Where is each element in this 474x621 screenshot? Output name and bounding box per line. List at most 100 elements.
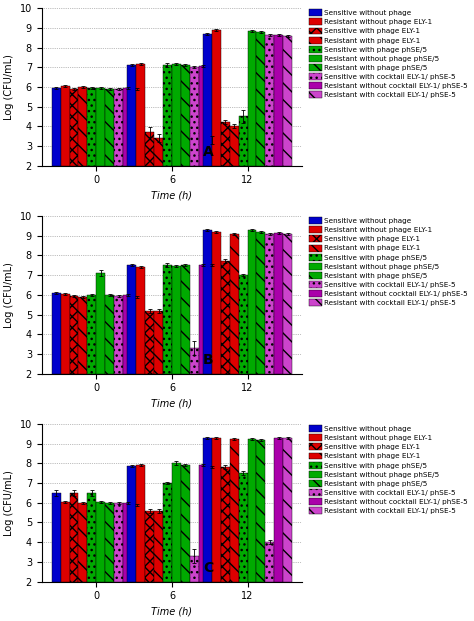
Bar: [199, 66, 208, 166]
Bar: [274, 233, 283, 374]
Bar: [52, 493, 61, 581]
Bar: [283, 234, 292, 374]
Bar: [154, 138, 163, 166]
Y-axis label: Log (CFU/mL): Log (CFU/mL): [4, 470, 14, 536]
Bar: [132, 297, 141, 374]
Bar: [181, 265, 190, 374]
Bar: [208, 468, 217, 581]
Bar: [105, 89, 114, 166]
Bar: [221, 122, 229, 166]
Bar: [70, 493, 79, 581]
Bar: [181, 465, 190, 581]
Bar: [190, 348, 199, 374]
Bar: [96, 88, 105, 166]
Bar: [87, 493, 96, 581]
Bar: [52, 88, 61, 166]
Bar: [79, 87, 87, 166]
Bar: [181, 65, 190, 166]
Bar: [87, 88, 96, 166]
Bar: [221, 261, 229, 374]
Bar: [265, 234, 274, 374]
X-axis label: Time (h): Time (h): [151, 191, 192, 201]
Bar: [199, 265, 208, 374]
Y-axis label: Log (CFU/mL): Log (CFU/mL): [4, 54, 14, 120]
Bar: [172, 463, 181, 581]
Bar: [274, 35, 283, 166]
Bar: [145, 510, 154, 581]
Bar: [190, 67, 199, 166]
Legend: Sensitive without phage, Resistant without phage ELY-1, Sensitive with phage ELY: Sensitive without phage, Resistant witho…: [309, 9, 469, 99]
Bar: [136, 267, 145, 374]
Bar: [114, 89, 123, 166]
Bar: [154, 510, 163, 581]
Bar: [229, 439, 238, 581]
Bar: [229, 234, 238, 374]
Bar: [283, 438, 292, 581]
Bar: [61, 502, 70, 581]
Legend: Sensitive without phage, Resistant without phage ELY-1, Sensitive with phage ELY: Sensitive without phage, Resistant witho…: [309, 425, 469, 515]
Text: A: A: [203, 145, 214, 160]
Bar: [283, 36, 292, 166]
Bar: [114, 503, 123, 581]
Bar: [136, 465, 145, 581]
Bar: [132, 89, 141, 166]
Bar: [123, 295, 132, 374]
Bar: [136, 65, 145, 166]
Bar: [163, 265, 172, 374]
Bar: [127, 265, 136, 374]
Bar: [172, 266, 181, 374]
Bar: [154, 310, 163, 374]
Bar: [229, 126, 238, 166]
Bar: [199, 465, 208, 581]
Bar: [123, 503, 132, 581]
Bar: [127, 65, 136, 166]
Bar: [96, 502, 105, 581]
Bar: [256, 440, 265, 581]
Bar: [105, 295, 114, 374]
Text: B: B: [203, 353, 214, 368]
Bar: [238, 117, 247, 166]
Bar: [265, 542, 274, 581]
Bar: [221, 468, 229, 581]
Bar: [87, 295, 96, 374]
Bar: [208, 265, 217, 374]
Bar: [247, 31, 256, 166]
Bar: [127, 466, 136, 581]
Bar: [212, 30, 221, 166]
Bar: [238, 275, 247, 374]
Bar: [105, 503, 114, 581]
Bar: [203, 34, 212, 166]
Bar: [145, 132, 154, 166]
Bar: [256, 32, 265, 166]
X-axis label: Time (h): Time (h): [151, 607, 192, 617]
Bar: [145, 310, 154, 374]
Bar: [265, 35, 274, 166]
X-axis label: Time (h): Time (h): [151, 399, 192, 409]
Bar: [132, 505, 141, 581]
Bar: [114, 296, 123, 374]
Bar: [123, 88, 132, 166]
Bar: [96, 273, 105, 374]
Bar: [203, 438, 212, 581]
Bar: [247, 439, 256, 581]
Bar: [203, 230, 212, 374]
Bar: [247, 230, 256, 374]
Bar: [190, 556, 199, 581]
Legend: Sensitive without phage, Resistant without phage ELY-1, Sensitive with phage ELY: Sensitive without phage, Resistant witho…: [309, 217, 469, 307]
Bar: [163, 483, 172, 581]
Bar: [61, 294, 70, 374]
Bar: [212, 232, 221, 374]
Bar: [79, 503, 87, 581]
Bar: [172, 65, 181, 166]
Bar: [274, 438, 283, 581]
Bar: [212, 438, 221, 581]
Bar: [208, 140, 217, 166]
Bar: [256, 232, 265, 374]
Bar: [238, 473, 247, 581]
Bar: [163, 65, 172, 166]
Text: C: C: [203, 561, 213, 575]
Bar: [52, 293, 61, 374]
Bar: [70, 89, 79, 166]
Y-axis label: Log (CFU/mL): Log (CFU/mL): [4, 262, 14, 328]
Bar: [61, 86, 70, 166]
